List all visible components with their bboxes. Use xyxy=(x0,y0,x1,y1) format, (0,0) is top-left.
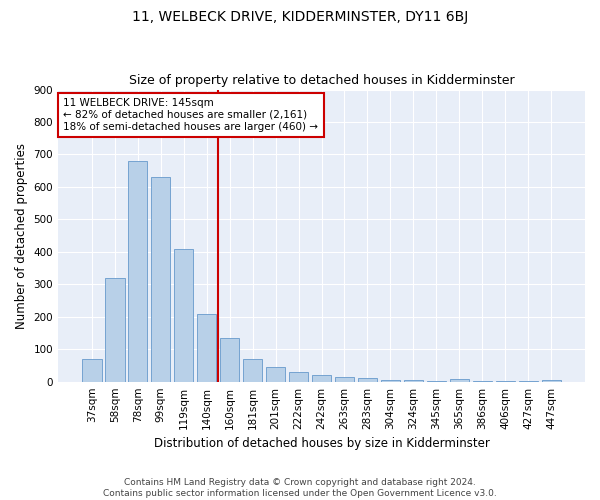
Bar xyxy=(312,375,331,382)
Bar xyxy=(243,359,262,382)
Bar xyxy=(380,380,400,382)
Bar xyxy=(358,378,377,382)
Text: Contains HM Land Registry data © Crown copyright and database right 2024.
Contai: Contains HM Land Registry data © Crown c… xyxy=(103,478,497,498)
X-axis label: Distribution of detached houses by size in Kidderminster: Distribution of detached houses by size … xyxy=(154,437,490,450)
Text: 11, WELBECK DRIVE, KIDDERMINSTER, DY11 6BJ: 11, WELBECK DRIVE, KIDDERMINSTER, DY11 6… xyxy=(132,10,468,24)
Bar xyxy=(82,359,101,382)
Y-axis label: Number of detached properties: Number of detached properties xyxy=(15,142,28,328)
Bar xyxy=(220,338,239,382)
Title: Size of property relative to detached houses in Kidderminster: Size of property relative to detached ho… xyxy=(129,74,514,87)
Bar xyxy=(151,177,170,382)
Bar xyxy=(128,161,148,382)
Bar xyxy=(542,380,561,382)
Bar xyxy=(335,377,354,382)
Bar xyxy=(174,248,193,382)
Bar xyxy=(266,367,286,382)
Bar xyxy=(197,314,217,382)
Bar xyxy=(427,380,446,382)
Bar xyxy=(473,381,492,382)
Bar xyxy=(289,372,308,382)
Bar xyxy=(105,278,125,382)
Bar xyxy=(404,380,423,382)
Bar xyxy=(449,379,469,382)
Text: 11 WELBECK DRIVE: 145sqm
← 82% of detached houses are smaller (2,161)
18% of sem: 11 WELBECK DRIVE: 145sqm ← 82% of detach… xyxy=(64,98,319,132)
